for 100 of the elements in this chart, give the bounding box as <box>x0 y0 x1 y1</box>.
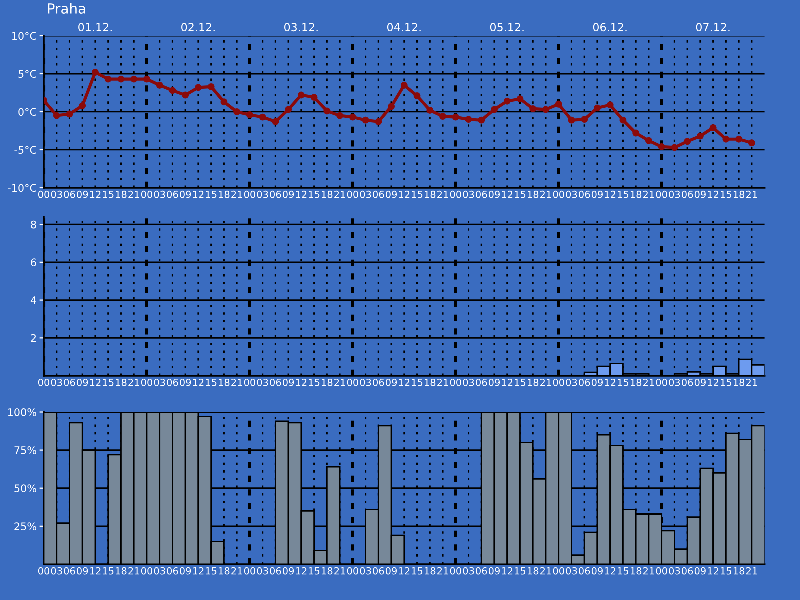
x-tick-label: 15 <box>103 379 114 386</box>
x-tick-label: 18 <box>219 378 230 386</box>
point <box>491 106 498 114</box>
x-tick-label: 18 <box>528 567 539 575</box>
x-tick-label: 21 <box>232 190 242 198</box>
x-tick-label: 00 <box>141 190 153 198</box>
point <box>234 108 241 116</box>
x-tick-label: 00 <box>141 567 153 575</box>
x-tick-label: 12 <box>399 567 410 575</box>
point <box>581 116 588 124</box>
x-tick-label: 12 <box>193 567 204 575</box>
x-tick-label: 09 <box>180 567 192 575</box>
x-tick-label: 03 <box>360 378 372 386</box>
x-tick-label: 03 <box>51 567 62 575</box>
text: 07.12. <box>696 23 730 32</box>
point <box>504 98 511 105</box>
x-tick-label: 15 <box>103 191 114 198</box>
point <box>194 84 202 92</box>
x-tick-label: 12 <box>90 567 101 575</box>
x-tick-label: 09 <box>283 378 294 386</box>
x-tick-label: 15 <box>206 379 217 386</box>
x-tick-label: 00 <box>450 378 462 386</box>
x-tick-label: 06 <box>682 378 694 386</box>
text: 03.12. <box>284 23 318 32</box>
x-tick-label: 09 <box>694 190 706 198</box>
x-tick-label: 06 <box>270 567 282 575</box>
point <box>400 82 408 89</box>
x-tick-label: 21 <box>334 190 346 198</box>
x-tick-label: 00 <box>347 190 358 198</box>
x-tick-label: 06 <box>579 567 590 575</box>
x-tick-label: 00 <box>244 567 256 575</box>
x-tick-label: 18 <box>734 567 745 575</box>
x-tick-label: 03 <box>463 567 474 575</box>
x-tick-label: 03 <box>566 567 578 575</box>
x-tick-label: 09 <box>180 190 192 198</box>
x-tick-label: 03 <box>154 378 166 386</box>
x-tick-label: 03 <box>257 567 268 575</box>
point <box>375 118 382 126</box>
point <box>220 98 228 106</box>
text: 05.12. <box>490 23 524 32</box>
x-tick-label: 09 <box>386 378 398 386</box>
point <box>310 94 318 102</box>
y-tick-label: 8 <box>31 220 36 229</box>
point <box>336 112 344 120</box>
x-tick-label: 15 <box>515 379 526 386</box>
x-tick-label: 00 <box>38 567 50 575</box>
x-tick-label: 06 <box>167 378 178 386</box>
x-tick-label: 12 <box>90 190 101 198</box>
point <box>568 116 576 124</box>
x-tick-label: 09 <box>386 190 398 198</box>
x-tick-label: 12 <box>296 190 307 198</box>
point <box>465 116 472 124</box>
x-tick-label: 00 <box>450 190 462 198</box>
x-tick-label: 09 <box>488 567 500 575</box>
point <box>440 113 446 120</box>
point <box>645 137 652 144</box>
x-tick-label: 15 <box>206 191 217 198</box>
x-tick-label: 18 <box>116 190 127 198</box>
x-tick-label: 06 <box>270 190 282 198</box>
x-tick-label: 09 <box>386 567 398 575</box>
x-tick-label: 12 <box>708 378 719 386</box>
x-tick-label: 15 <box>309 379 320 386</box>
x-tick-label: 09 <box>592 567 603 575</box>
point <box>130 76 138 83</box>
x-tick-label: 00 <box>347 378 358 386</box>
point <box>285 106 292 114</box>
point <box>182 92 190 99</box>
text: 01.12. <box>78 23 112 32</box>
x-tick-label: 09 <box>77 567 88 575</box>
x-tick-label: 21 <box>438 378 448 386</box>
x-tick-label: 03 <box>51 378 62 386</box>
x-tick-label: 21 <box>438 190 448 198</box>
point <box>362 116 370 124</box>
point <box>606 102 614 109</box>
x-tick-label: 18 <box>322 190 333 198</box>
point <box>516 96 524 103</box>
point <box>530 105 537 112</box>
x-tick-label: 12 <box>605 378 616 386</box>
x-tick-label: 12 <box>296 567 307 575</box>
point <box>594 104 601 112</box>
x-tick-label: 03 <box>669 378 680 386</box>
x-tick-label: 00 <box>450 567 462 575</box>
x-tick-label: 12 <box>90 378 101 386</box>
x-tick-label: 00 <box>141 378 153 386</box>
x-tick-label: 18 <box>630 190 642 198</box>
x-tick-label: 03 <box>154 190 166 198</box>
x-tick-label: 15 <box>309 568 320 575</box>
text: 02.12. <box>182 23 215 32</box>
point <box>632 130 640 137</box>
x-tick-label: 15 <box>412 379 423 386</box>
x-tick-label: 15 <box>618 379 629 386</box>
x-tick-label: 15 <box>721 191 732 198</box>
x-tick-label: 18 <box>219 190 230 198</box>
y-tick-label: 0°C <box>18 108 36 116</box>
x-tick-label: 21 <box>540 378 552 386</box>
x-tick-label: 03 <box>566 190 578 198</box>
x-tick-label: 06 <box>476 378 488 386</box>
text: 06.12. <box>593 23 627 32</box>
x-tick-label: 18 <box>734 190 745 198</box>
x-tick-label: 06 <box>579 378 590 386</box>
